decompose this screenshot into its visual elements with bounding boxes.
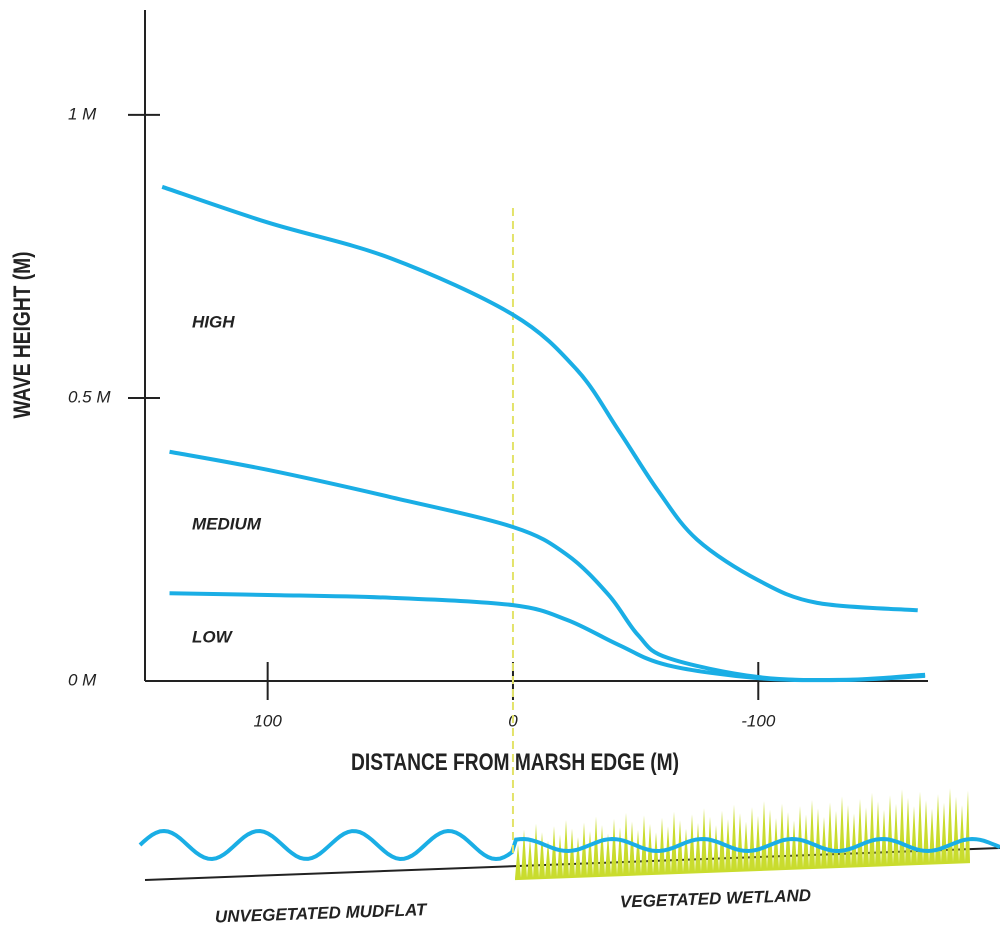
illustration — [140, 788, 1000, 880]
x-axis-title: DISTANCE FROM MARSH EDGE (M) — [351, 748, 679, 776]
annotation: VEGETATED WETLAND — [620, 886, 812, 912]
y-tick-label: 1 M — [68, 104, 97, 123]
y-tick-label: 0.5 M — [68, 387, 111, 406]
line — [162, 187, 918, 610]
annotation: UNVEGETATED MUDFLAT — [215, 900, 429, 926]
series-label: LOW — [192, 627, 234, 646]
series-label: HIGH — [192, 312, 235, 331]
x-tick-label: 100 — [253, 711, 282, 730]
y-axis-title: WAVE HEIGHT (M) — [8, 251, 36, 418]
chart: WAVE HEIGHT (M) DISTANCE FROM MARSH EDGE… — [0, 0, 1000, 932]
line — [170, 452, 926, 680]
line — [170, 593, 926, 680]
y-tick-label: 0 M — [68, 670, 97, 689]
grass — [515, 788, 970, 880]
series-label: MEDIUM — [192, 514, 262, 533]
x-tick-label: -100 — [741, 711, 776, 730]
